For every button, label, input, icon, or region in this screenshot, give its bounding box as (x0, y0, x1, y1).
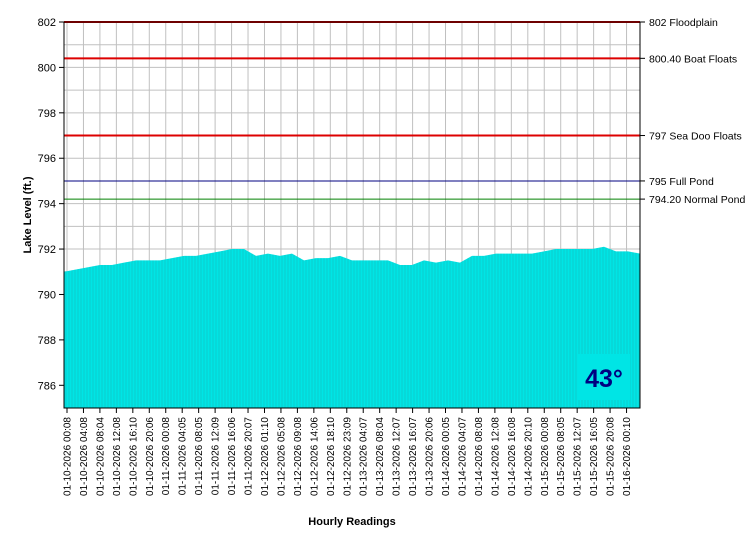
y-tick-label: 788 (38, 335, 56, 347)
x-tick-label: 01-15-2026 08:05 (556, 417, 567, 496)
plot-frame (63, 21, 641, 409)
temperature-badge: 43° (578, 354, 630, 400)
x-tick-label: 01-13-2026 20:06 (425, 417, 436, 496)
x-tick-label: 01-11-2026 04:05 (178, 417, 189, 496)
reference-label: 802 Floodplain (649, 17, 718, 29)
reference-label: 797 Sea Doo Floats (649, 131, 742, 143)
x-tick-label: 01-10-2026 12:08 (112, 417, 123, 496)
y-tick-label: 802 (38, 17, 56, 29)
x-tick-label: 01-13-2026 04:07 (359, 417, 370, 496)
x-tick-label: 01-11-2026 12:09 (211, 417, 222, 496)
x-tick-label: 01-12-2026 14:06 (309, 417, 320, 496)
y-tick-label: 794 (38, 199, 56, 211)
x-tick-label: 01-14-2026 08:08 (474, 417, 485, 496)
x-tick-label: 01-11-2026 08:05 (194, 417, 205, 496)
x-tick-label: 01-15-2026 00:08 (540, 417, 551, 496)
x-tick-label: 01-14-2026 04:07 (457, 417, 468, 496)
x-tick-label: 01-13-2026 16:07 (408, 417, 419, 496)
level-area (64, 246, 640, 408)
x-tick-label: 01-14-2026 16:08 (507, 417, 518, 496)
x-tick-label: 01-12-2026 01:10 (260, 417, 271, 496)
y-tick-label: 786 (38, 380, 56, 392)
y-tick-label: 792 (38, 244, 56, 256)
x-tick-label: 01-11-2026 16:06 (227, 417, 238, 496)
x-tick-label: 01-12-2026 23:09 (342, 417, 353, 496)
level-series-area (64, 246, 640, 408)
x-tick-label: 01-13-2026 08:04 (375, 417, 386, 496)
x-tick-label: 01-14-2026 00:05 (441, 417, 452, 496)
y-tick-label: 790 (38, 289, 56, 301)
x-tick-label: 01-10-2026 04:08 (79, 417, 90, 496)
x-tick-label: 01-10-2026 16:10 (128, 417, 139, 496)
y-axis-ticks: 786 788 790 792 794 796 798 800 802 (38, 17, 64, 392)
x-tick-label: 01-10-2026 00:08 (63, 417, 74, 496)
temperature-value: 43° (585, 365, 623, 393)
y-tick-label: 800 (38, 62, 56, 74)
x-tick-label: 01-12-2026 18:10 (326, 417, 337, 496)
x-tick-label: 01-12-2026 09:08 (293, 417, 304, 496)
reference-lines: 802 Floodplain 800.40 Boat Floats 797 Sea … (64, 17, 745, 206)
x-tick-label: 01-11-2026 20:07 (244, 417, 255, 496)
x-tick-label: 01-15-2026 12:07 (573, 417, 584, 496)
temperature-badge-background (578, 354, 630, 400)
x-tick-label: 01-14-2026 20:10 (523, 417, 534, 496)
x-axis-title: Hourly Readings (308, 516, 395, 528)
reference-label: 794.20 Normal Pond (649, 194, 745, 206)
x-tick-label: 01-12-2026 05:08 (276, 417, 287, 496)
x-tick-label: 01-15-2026 20:08 (606, 417, 617, 496)
x-tick-label: 01-13-2026 12:07 (392, 417, 403, 496)
x-tick-label: 01-16-2026 00:10 (622, 417, 633, 496)
x-tick-label: 01-11-2026 00:08 (161, 417, 172, 496)
x-axis-ticks: 01-10-2026 00:08 01-10-2026 04:08 01-10-20… (63, 408, 633, 496)
reference-label: 800.40 Boat Floats (649, 53, 737, 65)
x-tick-label: 01-15-2026 16:05 (589, 417, 600, 496)
y-tick-label: 796 (38, 153, 56, 165)
x-tick-label: 01-10-2026 08:04 (95, 417, 106, 496)
reference-label: 795 Full Pond (649, 176, 714, 188)
x-tick-label: 01-10-2026 20:06 (145, 417, 156, 496)
x-tick-label: 01-14-2026 12:08 (490, 417, 501, 496)
y-tick-label: 798 (38, 108, 56, 120)
y-axis-title: Lake Level (ft.) (22, 176, 34, 253)
